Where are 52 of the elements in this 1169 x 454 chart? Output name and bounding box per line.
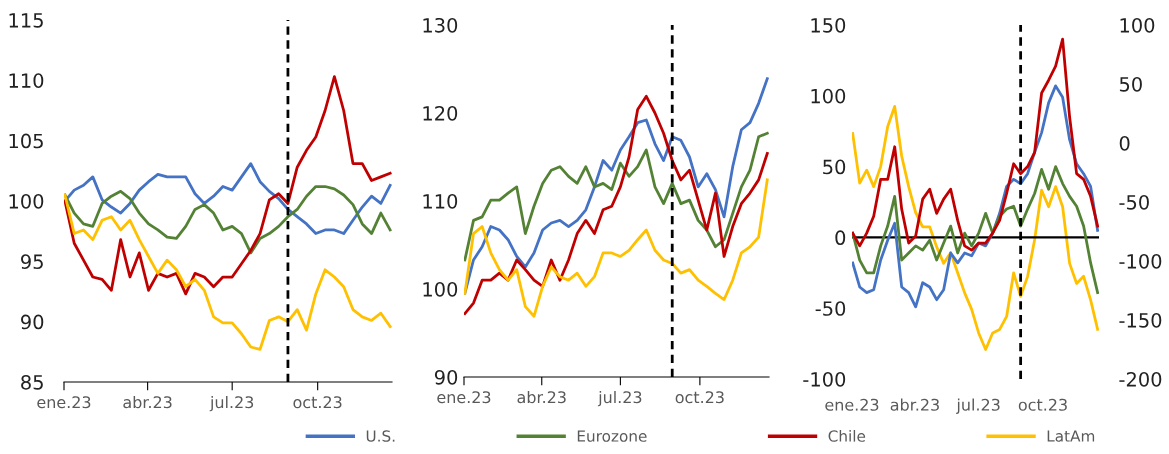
legend-label: Chile: [828, 430, 866, 442]
y2-tick-label: 50: [1119, 76, 1142, 92]
x-tick-label: ene.23: [437, 391, 491, 404]
x-tick-label: abr.23: [123, 395, 172, 409]
y2-tick-label: 0: [1119, 135, 1130, 151]
x-tick-label: oct.23: [1018, 398, 1067, 411]
y-tick-label: 110: [423, 193, 458, 209]
x-tick-label: ene.23: [825, 398, 879, 411]
line-series: [64, 193, 392, 351]
y-tick-label: 90: [21, 314, 44, 330]
y-tick-label: 150: [811, 17, 846, 33]
y-tick-label: 0: [835, 230, 846, 246]
y-tick-label: -100: [803, 371, 846, 387]
line-series: [464, 131, 769, 262]
x-tick-label: oct.23: [675, 391, 724, 404]
y2-tick-label: -150: [1119, 312, 1162, 328]
x-tick-label: jul.23: [597, 390, 642, 407]
y-tick-label: 90: [434, 369, 458, 385]
y-tick-label: 120: [423, 105, 458, 121]
x-tick-label: ene.23: [37, 396, 91, 409]
y2-tick-label: 100: [1120, 17, 1155, 33]
line-series: [64, 162, 392, 235]
y-tick-label: 115: [9, 13, 43, 28]
y-tick-label: 50: [823, 159, 846, 175]
x-tick-label: abr.23: [890, 398, 939, 411]
line-series: [64, 75, 392, 296]
line-series: [852, 165, 1099, 295]
line-series: [64, 185, 392, 255]
y-tick-label: 100: [423, 281, 458, 297]
legend-label: LatAm: [1047, 430, 1095, 442]
legend-label: U.S.: [366, 430, 395, 442]
y-tick-label: 100: [811, 88, 846, 104]
y-tick-label: 100: [9, 193, 44, 209]
x-tick-label: oct.23: [293, 396, 342, 409]
line-series: [852, 105, 1099, 351]
y2-tick-label: -100: [1119, 253, 1162, 269]
y-tick-label: 95: [21, 254, 43, 269]
legend-label: Eurozone: [577, 430, 647, 442]
line-series: [464, 178, 769, 318]
x-tick-label: jul.23: [956, 398, 1000, 414]
y-tick-label: 130: [423, 17, 458, 33]
x-tick-label: abr.23: [517, 390, 566, 404]
line-series: [464, 94, 769, 316]
y-tick-label: 105: [9, 133, 43, 149]
line-series: [464, 77, 769, 295]
y2-tick-label: -200: [1119, 371, 1162, 387]
y-tick-label: 110: [9, 73, 44, 88]
y-tick-label: -50: [815, 301, 846, 316]
y2-tick-label: -50: [1119, 194, 1149, 210]
y-tick-label: 85: [21, 374, 43, 390]
line-series: [852, 37, 1099, 252]
x-tick-label: jul.23: [209, 395, 254, 412]
